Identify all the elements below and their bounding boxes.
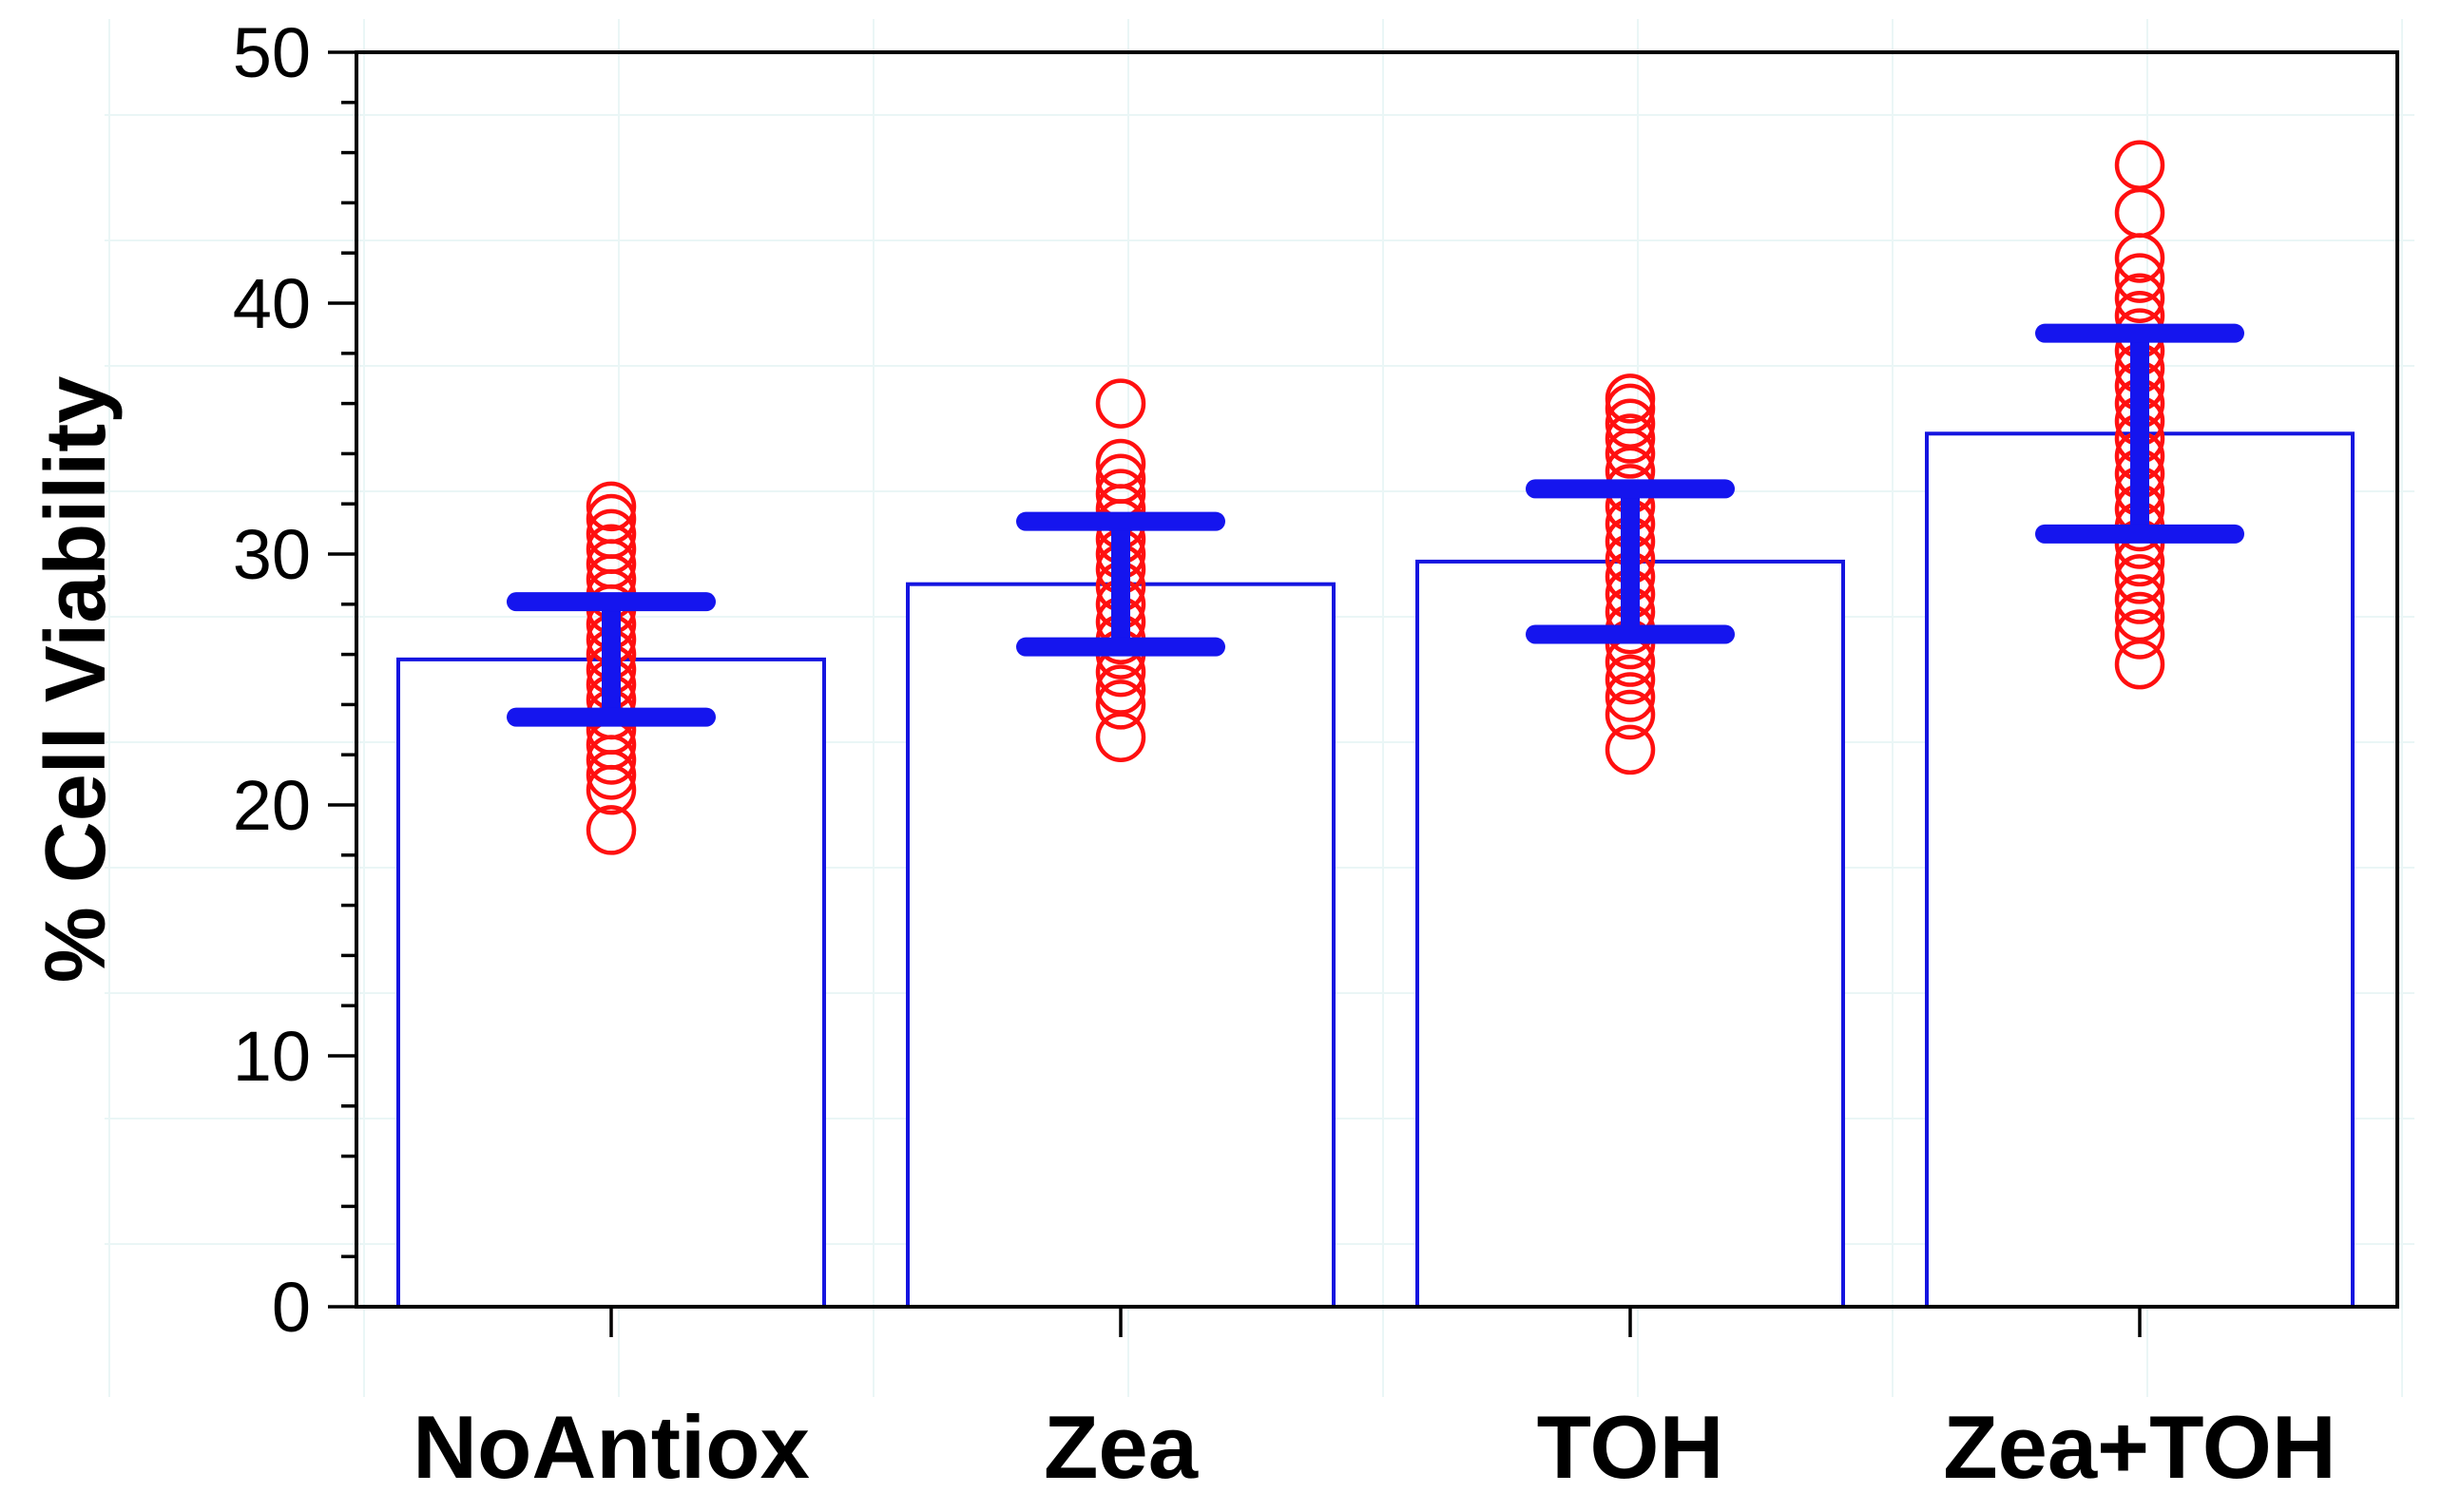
plot-frame	[355, 50, 2399, 1309]
data-point	[1095, 453, 1146, 505]
y-tick-label: 0	[272, 1268, 311, 1347]
y-axis-title: % Cell Viability	[29, 376, 124, 984]
y-tick-label: 30	[233, 515, 311, 594]
x-axis-ticks: NoAntiox Zea TOH Zea+TOH	[413, 1307, 2336, 1497]
data-point	[586, 524, 637, 574]
x-tick-label: Zea+TOH	[1943, 1397, 2336, 1497]
data-point	[2114, 253, 2165, 303]
data-point	[586, 508, 637, 560]
data-point	[1095, 664, 1146, 715]
data-point	[1605, 654, 1656, 705]
bar-zea-toh	[1925, 431, 2355, 1309]
x-tick-label: Zea	[1044, 1397, 1199, 1497]
data-point	[1095, 679, 1146, 730]
error-bars	[507, 323, 2244, 727]
data-point	[2114, 574, 2165, 624]
bars	[396, 431, 2355, 1309]
axes	[355, 50, 2399, 1309]
data-point	[1605, 373, 1656, 424]
data-point	[2114, 554, 2165, 604]
y-tick-label: 40	[233, 264, 311, 343]
data-point	[1095, 438, 1146, 489]
data-point	[1605, 689, 1656, 740]
data-point	[2114, 273, 2165, 323]
y-tick-label: 20	[233, 766, 311, 845]
bar-zea	[906, 582, 1336, 1309]
y-tick-label: 50	[233, 13, 311, 92]
y-axis-ticks: 0 10 20 30 40 50	[233, 13, 356, 1347]
y-tick-label: 10	[233, 1017, 311, 1096]
bar-noantiox	[396, 657, 826, 1309]
data-point	[1605, 398, 1656, 449]
data-point	[2114, 609, 2165, 660]
data-point	[586, 481, 637, 532]
x-tick-label: NoAntiox	[413, 1397, 810, 1497]
data-point	[1605, 672, 1656, 722]
data-point	[1095, 378, 1146, 429]
data-point	[2114, 187, 2165, 239]
data-point	[586, 805, 637, 855]
x-tick-label: TOH	[1537, 1397, 1724, 1497]
data-point	[1605, 724, 1656, 775]
data-point	[1605, 413, 1656, 464]
data-point	[2114, 140, 2165, 191]
data-point	[2114, 591, 2165, 642]
data-point	[586, 493, 637, 545]
